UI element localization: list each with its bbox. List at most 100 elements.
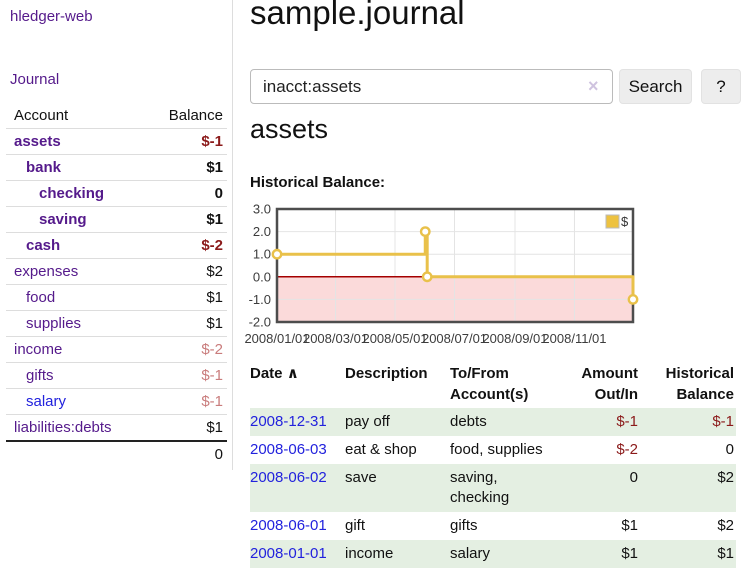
column-header-description: Description: [345, 365, 428, 382]
accounts-header-account: Account: [6, 103, 149, 129]
transaction-date-link[interactable]: 2008-06-03: [250, 441, 327, 458]
account-link[interactable]: gifts: [26, 367, 54, 384]
y-axis-tick-label: -2.0: [249, 315, 271, 330]
account-link[interactable]: liabilities:debts: [14, 419, 112, 436]
transaction-description: save: [345, 464, 450, 512]
transaction-date-link[interactable]: 2008-12-31: [250, 413, 327, 430]
account-link[interactable]: food: [26, 289, 56, 306]
account-balance: $-2: [148, 336, 227, 363]
legend-label: $: [621, 214, 629, 229]
legend-swatch: [605, 214, 620, 229]
y-axis-tick-label: 1.0: [253, 247, 271, 262]
search-bar: × Search ?: [250, 69, 742, 104]
account-link[interactable]: checking: [39, 185, 105, 202]
transaction-balance: $2: [717, 517, 734, 534]
transaction-accounts: salary: [450, 540, 555, 568]
search-input[interactable]: [250, 69, 613, 104]
search-button[interactable]: Search: [619, 69, 692, 104]
x-axis-tick-label: 2008/01/01: [244, 331, 309, 346]
account-link[interactable]: assets: [14, 133, 61, 150]
account-balance: $1: [148, 154, 227, 181]
transaction-accounts: saving, checking: [450, 464, 555, 512]
account-link[interactable]: saving: [39, 211, 87, 228]
transaction-description: income: [345, 540, 450, 568]
y-axis-tick-label: 2.0: [253, 224, 271, 239]
account-balance: $-1: [148, 128, 227, 155]
sidebar-account-row: assets $-1: [6, 128, 227, 155]
transaction-balance: 0: [725, 441, 734, 458]
transaction-date-link[interactable]: 2008-06-02: [250, 469, 327, 486]
account-link[interactable]: salary: [26, 393, 67, 410]
x-axis-tick-label: 2008/03/01: [303, 331, 368, 346]
account-balance: $1: [148, 310, 227, 337]
transaction-description: eat & shop: [345, 441, 417, 458]
column-header-accounts: To/From Account(s): [450, 365, 529, 403]
transaction-row[interactable]: 2008-06-03 eat & shop food, supplies $-2 0: [250, 436, 736, 464]
historical-balance-chart: $3.0 2.0 1.0 0.0 -1.0 -2.02008/01/012008/03/0…: [244, 202, 639, 346]
main-content: sample.journal × Search ? assets Histori…: [244, 0, 742, 582]
transaction-date-link[interactable]: 2008-01-01: [250, 545, 327, 562]
data-point-marker: [271, 248, 283, 260]
transaction-amount: $-2: [616, 441, 638, 458]
transaction-accounts: food, supplies: [450, 441, 543, 458]
sidebar-account-row: income $-2: [6, 336, 227, 363]
sidebar-account-row: bank $1: [6, 154, 227, 181]
x-axis-tick-label: 2008/05/01: [362, 331, 427, 346]
transaction-row[interactable]: 2008-06-01 gift gifts $1 $2: [250, 512, 736, 540]
accounts-total-row: 0: [6, 440, 227, 467]
account-balance: $1: [148, 414, 227, 442]
data-point-marker: [627, 294, 639, 305]
transaction-amount: $1: [621, 517, 638, 534]
x-axis-tick-label: 2008/07/01: [422, 331, 487, 346]
transaction-row[interactable]: 2008-01-01 income salary $1 $1: [250, 540, 736, 568]
account-link[interactable]: cash: [26, 237, 61, 254]
sidebar-account-row: salary $-1: [6, 388, 227, 415]
transaction-row[interactable]: 2008-06-02 save saving, checking 0 $2: [250, 464, 736, 512]
account-link[interactable]: income: [14, 341, 63, 358]
y-axis-tick-label: 0.0: [253, 269, 271, 284]
clear-search-icon[interactable]: ×: [588, 76, 599, 96]
sidebar-account-row: checking 0: [6, 180, 227, 207]
sidebar-account-row: liabilities:debts $1: [6, 414, 227, 442]
y-axis-tick-label: -1.0: [249, 292, 271, 307]
transaction-amount: $1: [555, 540, 640, 568]
accounts-table: Account Balance assets $-1 bank $1 checking 0…: [6, 103, 227, 467]
transactions-table: Date ∧ Description To/From Account(s) Am…: [250, 363, 736, 568]
sidebar-account-row: supplies $1: [6, 310, 227, 337]
sidebar-account-row: saving $1: [6, 206, 227, 233]
transaction-accounts: gifts: [450, 517, 478, 534]
sidebar: hledger-web Journal Account Balance asse…: [0, 0, 233, 470]
app-brand-link[interactable]: hledger-web: [10, 8, 93, 25]
x-axis-tick-label: 2008/09/01: [482, 331, 547, 346]
column-header-balance: Historical Balance: [665, 365, 734, 403]
help-button[interactable]: ?: [701, 69, 741, 104]
account-link[interactable]: expenses: [14, 263, 79, 280]
transaction-balance: $1: [640, 540, 736, 568]
transaction-balance: $-1: [640, 408, 736, 436]
register-account-heading: assets: [250, 114, 329, 144]
account-balance: $-2: [148, 232, 227, 259]
account-link[interactable]: supplies: [26, 315, 82, 332]
plot-border: [275, 207, 635, 324]
transaction-date-link[interactable]: 2008-06-01: [250, 517, 327, 534]
account-balance: 0: [148, 180, 227, 207]
transaction-balance: $2: [640, 464, 736, 512]
account-link[interactable]: bank: [26, 159, 62, 176]
sidebar-account-row: food $1: [6, 284, 227, 311]
accounts-table-header: Account Balance: [6, 103, 227, 129]
chart-label: Historical Balance:: [250, 174, 386, 191]
transaction-description: gift: [345, 517, 366, 534]
transactions-header-row: Date ∧ Description To/From Account(s) Am…: [250, 363, 736, 408]
transaction-amount: $-1: [555, 408, 640, 436]
transaction-description: pay off: [345, 408, 450, 436]
sort-ascending-icon: ∧: [286, 365, 299, 382]
column-header-amount: Amount Out/In: [581, 365, 638, 403]
accounts-header-balance: Balance: [148, 103, 227, 129]
sidebar-account-row: gifts $-1: [6, 362, 227, 389]
column-header-date[interactable]: Date ∧: [250, 365, 299, 382]
data-point-marker: [421, 271, 433, 283]
transaction-amount: 0: [555, 464, 640, 512]
transaction-row[interactable]: 2008-12-31 pay off debts $-1 $-1: [250, 408, 736, 436]
data-point-marker: [419, 226, 431, 238]
sidebar-item-journal[interactable]: Journal: [10, 71, 60, 88]
